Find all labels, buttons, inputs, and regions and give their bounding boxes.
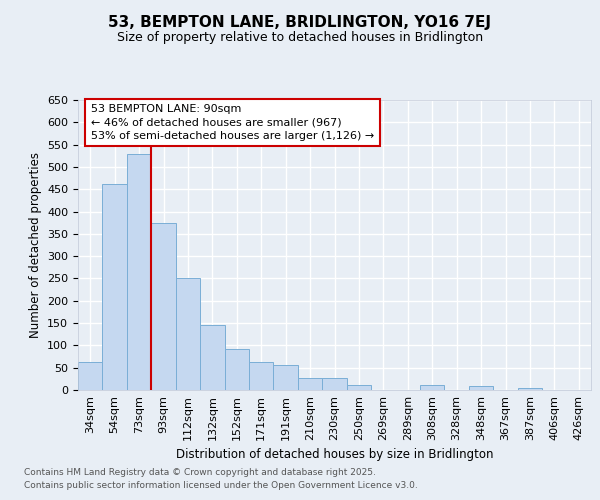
Bar: [347, 384, 371, 390]
Text: 53 BEMPTON LANE: 90sqm
← 46% of detached houses are smaller (967)
53% of semi-de: 53 BEMPTON LANE: 90sqm ← 46% of detached…: [91, 104, 374, 141]
Bar: [224, 348, 249, 390]
Bar: [200, 326, 224, 390]
Bar: [274, 366, 298, 390]
Bar: [151, 222, 176, 390]
Bar: [249, 362, 274, 390]
Bar: [298, 378, 322, 390]
Bar: [176, 278, 200, 390]
Bar: [322, 378, 347, 390]
Bar: [518, 388, 542, 390]
Bar: [78, 362, 103, 390]
Bar: [103, 184, 127, 390]
Text: 53, BEMPTON LANE, BRIDLINGTON, YO16 7EJ: 53, BEMPTON LANE, BRIDLINGTON, YO16 7EJ: [109, 15, 491, 30]
Text: Contains HM Land Registry data © Crown copyright and database right 2025.: Contains HM Land Registry data © Crown c…: [24, 468, 376, 477]
Y-axis label: Number of detached properties: Number of detached properties: [29, 152, 41, 338]
Bar: [420, 384, 445, 390]
Text: Size of property relative to detached houses in Bridlington: Size of property relative to detached ho…: [117, 31, 483, 44]
Text: Contains public sector information licensed under the Open Government Licence v3: Contains public sector information licen…: [24, 480, 418, 490]
Bar: [469, 386, 493, 390]
X-axis label: Distribution of detached houses by size in Bridlington: Distribution of detached houses by size …: [176, 448, 493, 462]
Bar: [127, 154, 151, 390]
